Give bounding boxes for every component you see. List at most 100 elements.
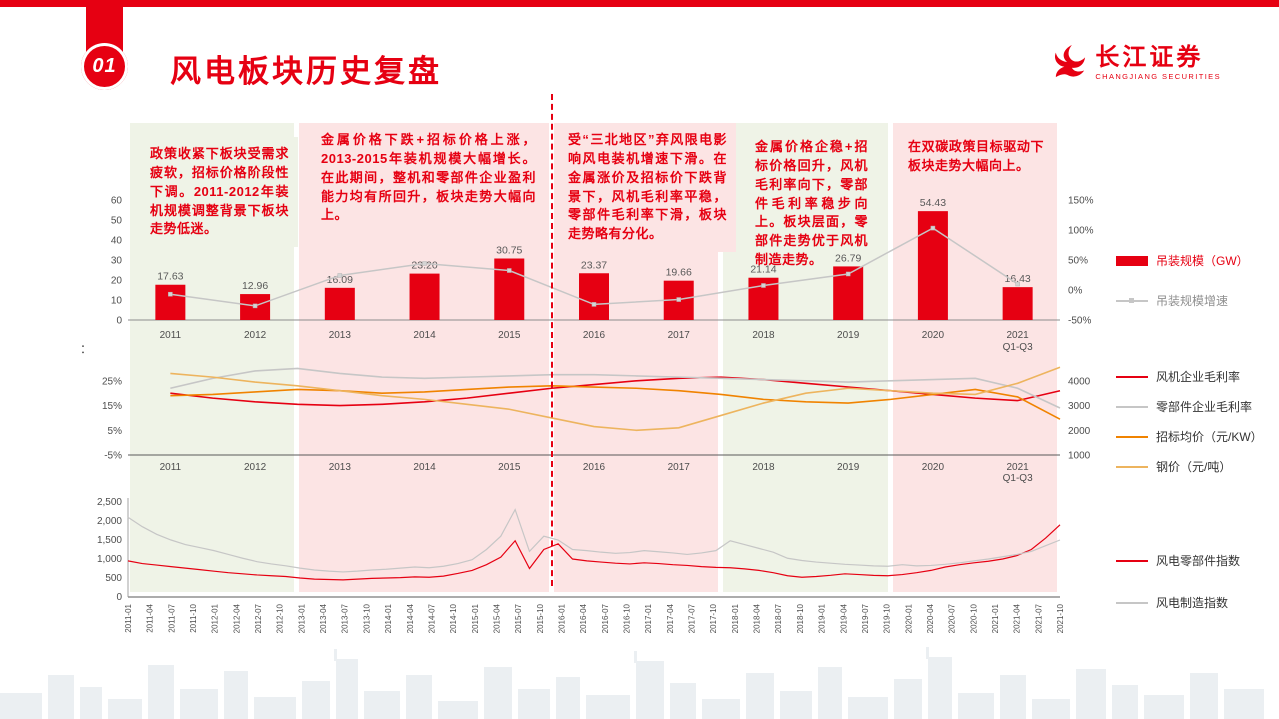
page-title: 风电板块历史复盘	[170, 54, 442, 89]
svg-text:2021: 2021	[1007, 462, 1030, 473]
svg-text:2021-07: 2021-07	[1034, 603, 1043, 633]
svg-text:2018-04: 2018-04	[753, 603, 762, 633]
svg-text:2015-01: 2015-01	[471, 603, 480, 633]
turbine-margin-line	[170, 376, 1061, 407]
svg-text:30.75: 30.75	[496, 245, 522, 257]
svg-text:2011-04: 2011-04	[146, 603, 155, 632]
line-swatch-icon	[1116, 598, 1148, 608]
line-swatch-icon	[1116, 372, 1148, 382]
component-index-line	[127, 524, 1061, 581]
svg-text:2017-01: 2017-01	[644, 603, 653, 633]
svg-text:2017-10: 2017-10	[709, 603, 718, 633]
svg-text:25%: 25%	[102, 376, 122, 387]
brand-text: 长江证券 CHANGJIANG SECURITIES	[1095, 45, 1221, 81]
svg-text:2011-01: 2011-01	[124, 603, 133, 632]
svg-text:2021: 2021	[1007, 330, 1030, 341]
legend-item: 风电制造指数	[1116, 594, 1228, 611]
svg-text:17.63: 17.63	[157, 271, 183, 283]
svg-text:15%: 15%	[102, 401, 122, 412]
svg-text:2013-04: 2013-04	[319, 603, 328, 633]
svg-text:150%: 150%	[1068, 196, 1094, 207]
capacity-bars: 17.6312.9616.0923.2030.7523.3719.6621.14…	[155, 197, 1033, 320]
svg-text:60: 60	[111, 196, 123, 207]
annotation-box-3: 受“三北地区”弃风限电影响风电装机增速下滑。在金属涨价及招标价下跌背景下，风机毛…	[559, 123, 736, 253]
svg-text:2018-07: 2018-07	[774, 603, 783, 633]
legend-item: 风机企业毛利率	[1116, 368, 1240, 385]
axis-note: ：	[80, 342, 93, 356]
svg-text:2020-04: 2020-04	[926, 603, 935, 633]
svg-text:2016-04: 2016-04	[579, 603, 588, 633]
legend-label: 吊装规模（GW）	[1156, 254, 1249, 268]
legend-label: 零部件企业毛利率	[1156, 400, 1253, 414]
svg-text:2015-04: 2015-04	[492, 603, 501, 633]
svg-text:16.43: 16.43	[1004, 273, 1030, 285]
svg-text:54.43: 54.43	[920, 197, 946, 209]
svg-text:2020-10: 2020-10	[969, 603, 978, 633]
svg-text:2015-10: 2015-10	[536, 603, 545, 633]
legend-label: 风电制造指数	[1156, 596, 1229, 610]
svg-text:2014-10: 2014-10	[449, 603, 458, 633]
svg-text:2016-07: 2016-07	[601, 603, 610, 633]
index-axes: 0 500 1,000 1,500 2,000 2,500	[97, 497, 1060, 603]
svg-text:2013: 2013	[329, 462, 352, 473]
svg-text:2015-07: 2015-07	[514, 603, 523, 633]
svg-text:2013-01: 2013-01	[297, 603, 306, 633]
svg-text:2019: 2019	[837, 462, 860, 473]
section-number: 01	[92, 55, 117, 77]
svg-text:1,000: 1,000	[97, 554, 122, 565]
legend-item: 招标均价（元/KW）	[1116, 428, 1263, 445]
bar-swatch-icon	[1116, 255, 1148, 266]
svg-text:16.09: 16.09	[327, 274, 353, 286]
annotation-box-2: 金属价格下跌+招标价格上涨，2013-2015年装机规模大幅增长。在此期间，整机…	[312, 123, 545, 234]
svg-text:2014: 2014	[413, 330, 436, 341]
section-number-badge: 01	[81, 43, 128, 90]
period-band-2020-2021	[892, 123, 1057, 592]
svg-text:2018: 2018	[752, 330, 775, 341]
legend-label: 吊装规模增速	[1156, 294, 1229, 308]
svg-text:2013-07: 2013-07	[341, 603, 350, 633]
line-swatch-icon	[1116, 296, 1148, 306]
legend-item: 风电零部件指数	[1116, 552, 1240, 569]
svg-text:2015: 2015	[498, 330, 521, 341]
svg-text:4000: 4000	[1068, 376, 1091, 387]
svg-text:2014-04: 2014-04	[406, 603, 415, 633]
legend-label: 钢价（元/吨）	[1156, 460, 1232, 474]
svg-text:-50%: -50%	[1068, 316, 1091, 327]
svg-text:30: 30	[111, 256, 123, 267]
legend-item: 零部件企业毛利率	[1116, 398, 1252, 415]
component-margin-line	[170, 367, 1061, 409]
capacity-chart: 0 10 20 30 40 50 60 -50% 0% 50% 100% 150% 17.63 12.96…	[111, 196, 1094, 354]
svg-text:0%: 0%	[1068, 286, 1083, 297]
svg-text:2016: 2016	[583, 330, 606, 341]
svg-text:23.37: 23.37	[581, 259, 607, 271]
svg-text:2012-07: 2012-07	[254, 603, 263, 633]
svg-text:2021-04: 2021-04	[1013, 603, 1022, 633]
svg-text:2018-01: 2018-01	[731, 603, 740, 633]
svg-text:50%: 50%	[1068, 256, 1088, 267]
svg-text:2012: 2012	[244, 462, 267, 473]
svg-text:2014: 2014	[413, 462, 436, 473]
legend-label: 风机企业毛利率	[1156, 370, 1241, 384]
svg-text:2017-04: 2017-04	[666, 603, 675, 633]
svg-text:1,500: 1,500	[97, 535, 122, 546]
svg-text:Q1-Q3: Q1-Q3	[1003, 342, 1033, 353]
svg-text:2020-07: 2020-07	[948, 603, 957, 633]
svg-text:2,000: 2,000	[97, 516, 122, 527]
svg-text:2017: 2017	[668, 462, 691, 473]
svg-text:1000: 1000	[1068, 451, 1091, 462]
svg-text:2021-01: 2021-01	[991, 603, 1000, 633]
svg-text:10: 10	[111, 296, 123, 307]
svg-text:40: 40	[111, 236, 123, 247]
svg-text:12.96: 12.96	[242, 280, 268, 292]
svg-text:2012-10: 2012-10	[276, 603, 285, 633]
svg-text:2017-07: 2017-07	[688, 603, 697, 633]
svg-text:2018: 2018	[752, 462, 775, 473]
svg-text:2011-10: 2011-10	[189, 603, 198, 632]
margin-axes: 25% 15% 5% -5% 4000 3000 2000 1000	[102, 376, 1091, 461]
bid-price-line	[170, 384, 1061, 420]
svg-text:2019: 2019	[837, 330, 860, 341]
legend-item: 钢价（元/吨）	[1116, 458, 1231, 475]
svg-text:20: 20	[111, 276, 123, 287]
